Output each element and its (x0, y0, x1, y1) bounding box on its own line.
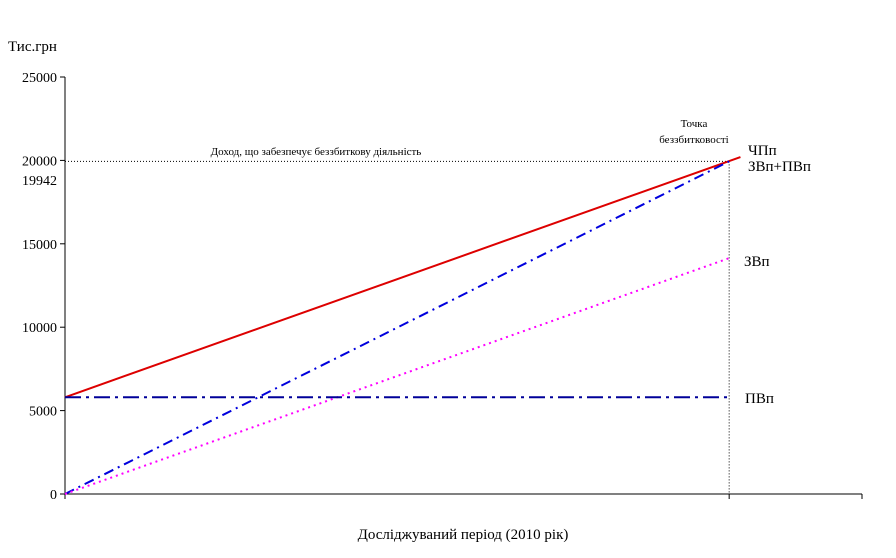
series-label: ПВп (745, 391, 774, 407)
break-even-point-annotation-line2: беззбитковості (659, 134, 729, 146)
series-label: ЗВп (744, 254, 770, 270)
axes (64, 77, 863, 499)
y-tick-label: 25000 (22, 71, 57, 86)
y-tick-label: 10000 (22, 321, 57, 336)
y-tick-label: 5000 (29, 405, 57, 420)
break-even-income-annotation: Доход, що забезпечує беззбиткову діяльні… (211, 146, 422, 158)
series-line (64, 156, 741, 399)
y-axis-ticks: 25000 20000 15000 10000 5000 0 (22, 71, 65, 503)
series-line (64, 257, 730, 495)
break-even-point-annotation-line1: Точка (681, 118, 708, 130)
y-tick-label: 0 (50, 488, 57, 503)
series-lines (64, 156, 741, 495)
y-axis-title: Тис.грн (8, 39, 57, 55)
y-tick-label: 15000 (22, 238, 57, 253)
break-even-value-label: 19942 (22, 174, 57, 189)
series-label: ЗВп+ПВп (748, 159, 811, 175)
x-axis-title: Досліджуваний період (2010 рік) (358, 527, 569, 543)
y-tick-label: 20000 (22, 154, 57, 169)
series-label: ЧПп (748, 143, 777, 159)
series-line (64, 160, 730, 495)
